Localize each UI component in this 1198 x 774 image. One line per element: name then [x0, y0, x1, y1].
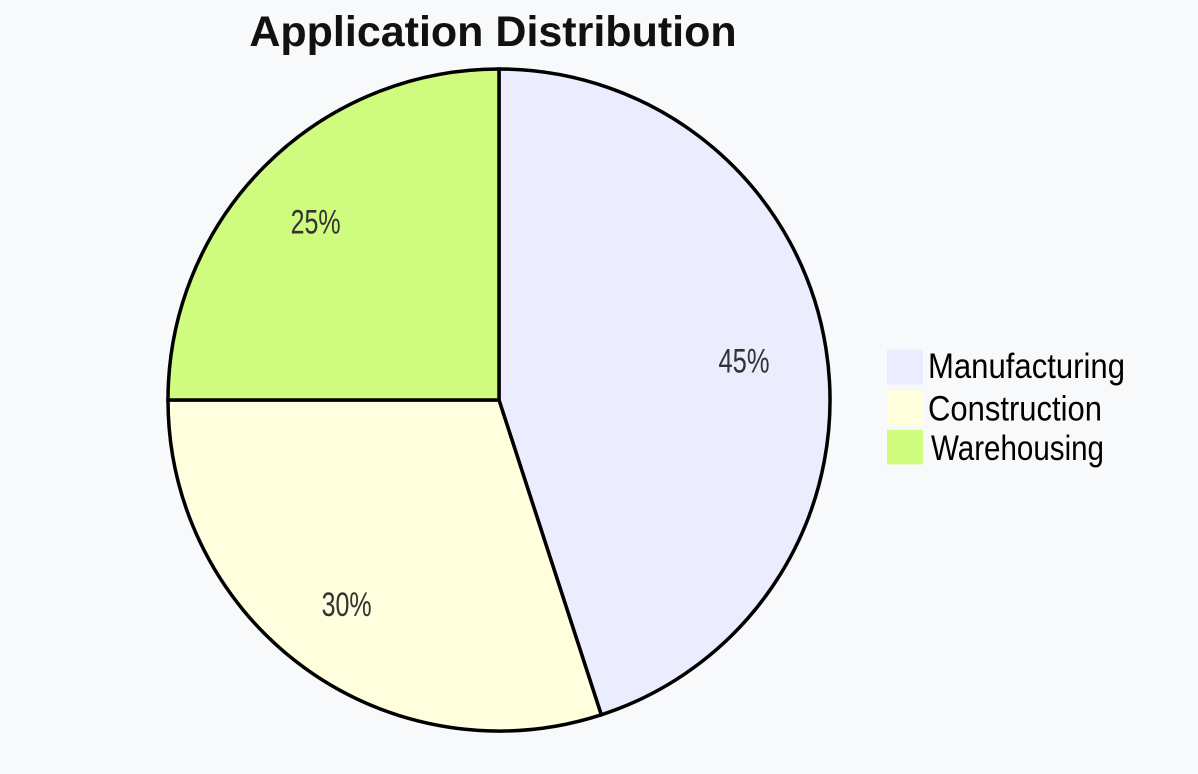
svg-text:30%: 30%: [322, 586, 372, 624]
svg-text:Warehousing: Warehousing: [931, 428, 1104, 468]
svg-text:Construction: Construction: [928, 389, 1102, 429]
svg-text:Manufacturing: Manufacturing: [928, 346, 1125, 386]
svg-text:45%: 45%: [719, 343, 770, 381]
svg-text:25%: 25%: [291, 204, 341, 242]
